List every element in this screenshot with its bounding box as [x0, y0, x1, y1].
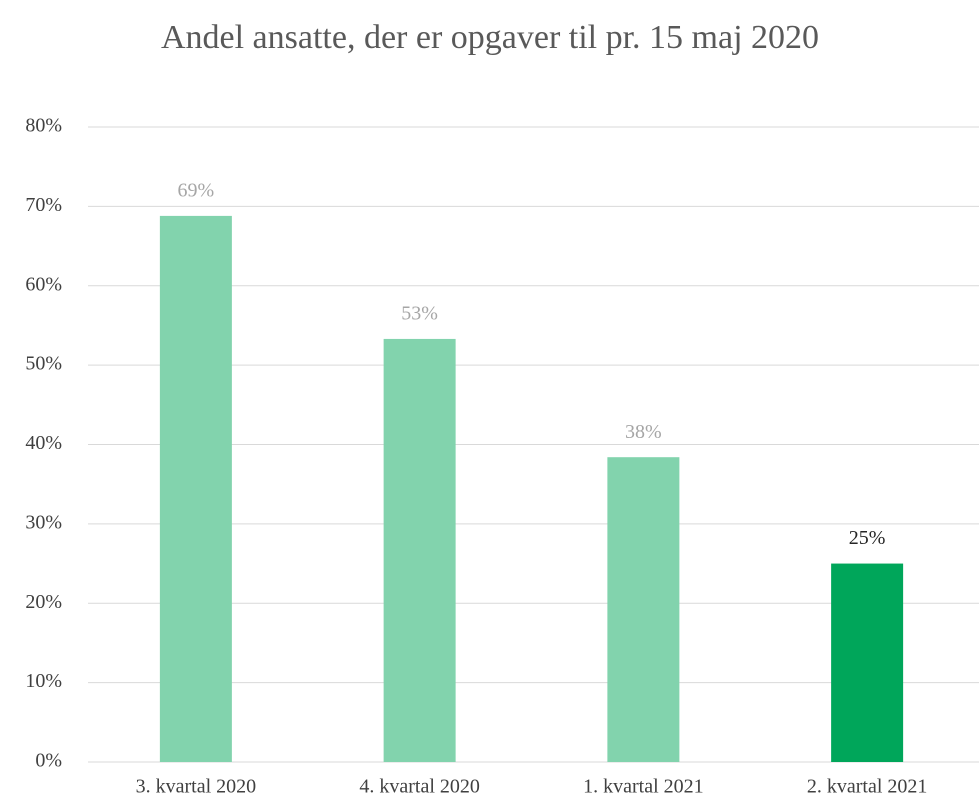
data-label: 53% — [401, 303, 438, 325]
bar — [831, 563, 904, 762]
y-tick-label: 0% — [35, 750, 62, 772]
data-label: 25% — [849, 527, 886, 549]
x-tick-label: 3. kvartal 2020 — [136, 776, 257, 798]
chart-title: Andel ansatte, der er opgaver til pr. 15… — [160, 19, 820, 56]
bar — [383, 338, 456, 762]
x-tick-label: 1. kvartal 2021 — [583, 776, 704, 798]
y-tick-label: 70% — [25, 194, 62, 216]
data-label: 38% — [625, 421, 662, 443]
bar — [607, 457, 680, 762]
y-tick-label: 20% — [25, 591, 62, 613]
y-tick-label: 10% — [25, 670, 62, 692]
y-tick-label: 50% — [25, 353, 62, 375]
x-tick-label: 4. kvartal 2020 — [359, 776, 480, 798]
y-tick-label: 60% — [25, 273, 62, 295]
x-tick-label: 2. kvartal 2021 — [807, 776, 928, 798]
y-tick-label: 80% — [25, 115, 62, 137]
bar — [159, 215, 232, 762]
y-tick-label: 40% — [25, 432, 62, 454]
y-tick-label: 30% — [25, 511, 62, 533]
data-label: 69% — [178, 179, 215, 201]
